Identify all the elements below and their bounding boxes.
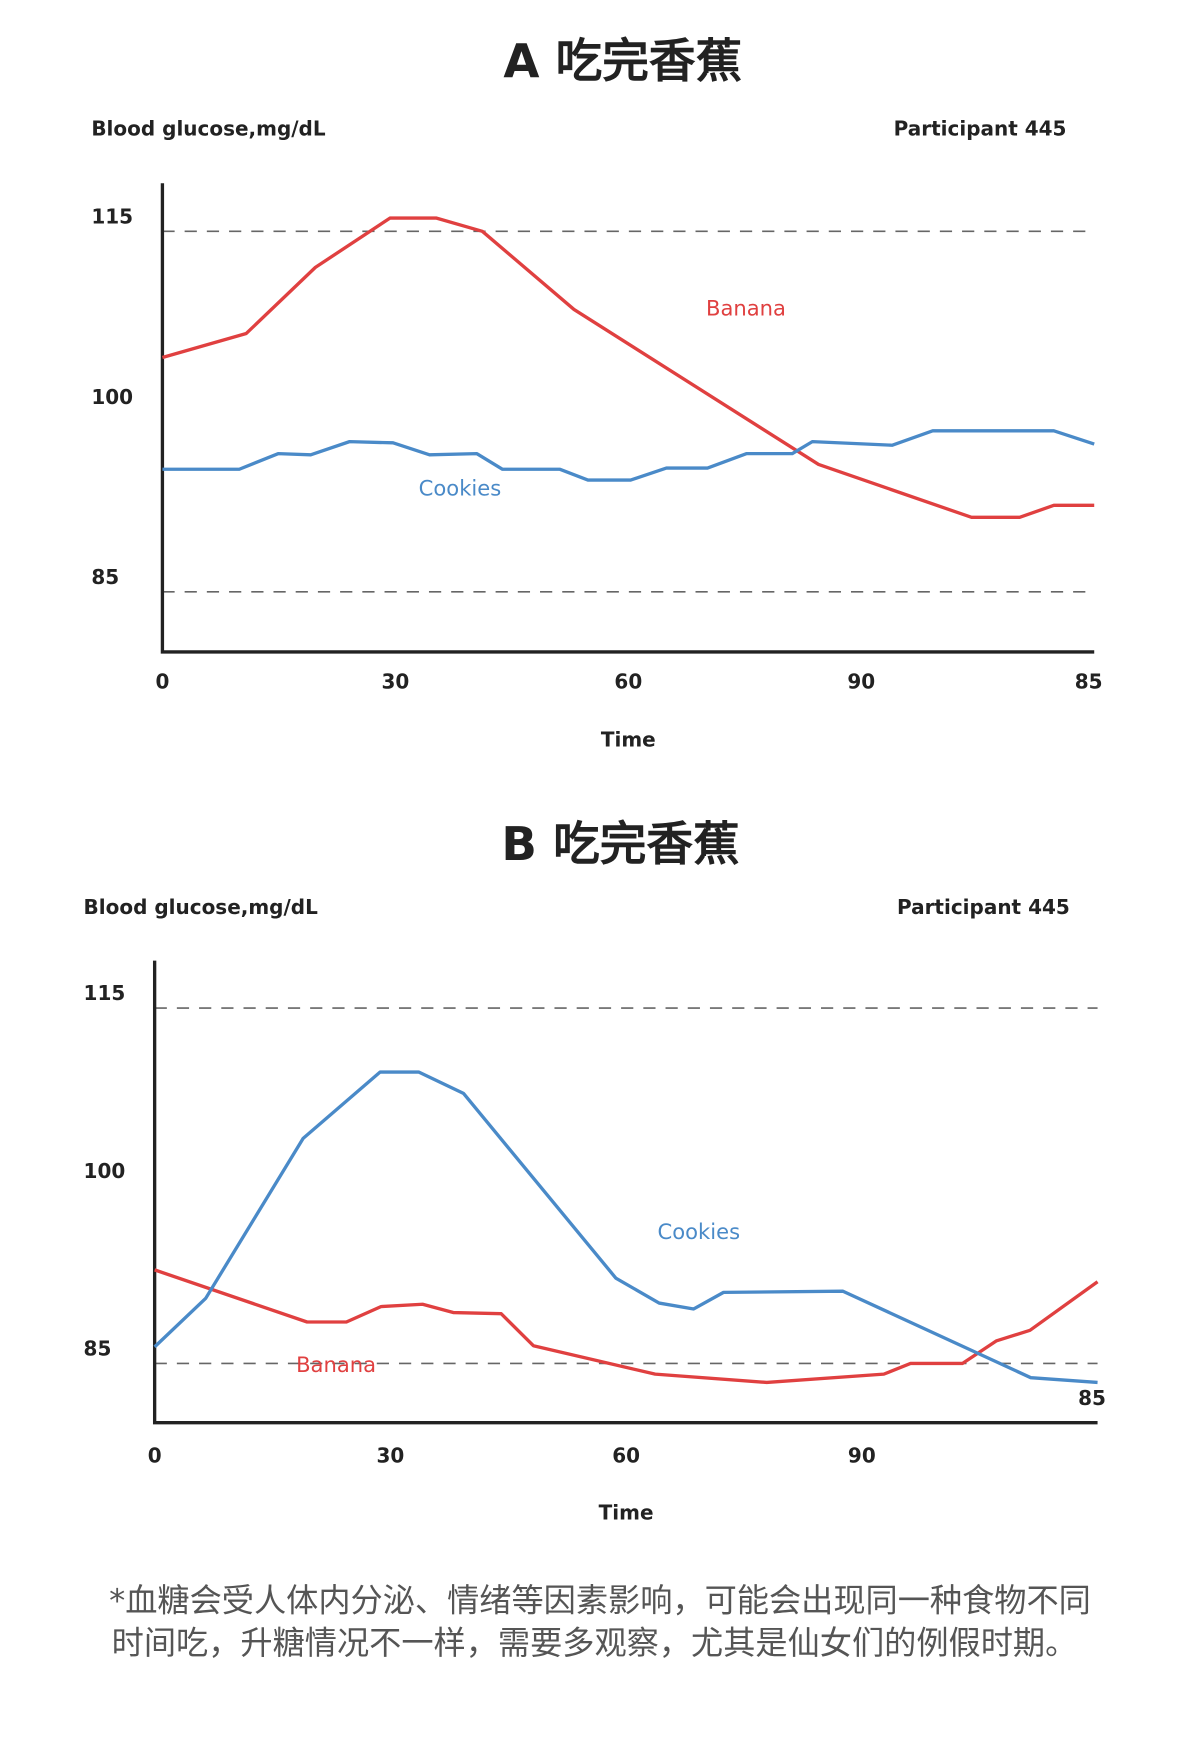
chart-title: A 吃完香蕉 (503, 34, 742, 88)
series-line (161, 216, 1095, 520)
x-tick-label: 90 (847, 670, 875, 694)
chart-title: B 吃完香蕉 (501, 817, 739, 871)
x-tick-label: 85 (1075, 670, 1103, 694)
series-label: Banana (706, 295, 786, 320)
x-axis-label: Time (601, 727, 656, 751)
subtitle: Participant 445 (897, 895, 1070, 919)
y-tick-label: 115 (91, 204, 133, 228)
y-tick-label: 115 (84, 981, 126, 1005)
axis (152, 960, 1098, 1425)
axis (160, 183, 1095, 654)
x-tick-label: 60 (614, 670, 642, 694)
x-tick-label: 0 (148, 1444, 162, 1468)
y-tick-label: 100 (91, 385, 133, 409)
x-tick-label: 30 (381, 670, 409, 694)
y-axis-label: Blood glucose,mg/dL (84, 895, 319, 919)
series-line (162, 429, 1095, 482)
series-label: Cookies (658, 1219, 741, 1244)
x-tick-label: 60 (612, 1444, 640, 1468)
x-axis-label: Time (599, 1500, 654, 1524)
x-tick-label: 90 (848, 1444, 876, 1468)
y-axis-label: Blood glucose,mg/dL (91, 116, 326, 140)
footnote: 时间吃，升糖情况不一样，需要多观察，尤其是仙女们的例假时期。 (112, 1624, 1078, 1662)
y-tick-label: 85 (91, 565, 119, 589)
series-label: Cookies (419, 476, 502, 501)
footnote: *血糖会受人体内分泌、情绪等因素影响，可能会出现同一种食物不同 (109, 1582, 1091, 1620)
x-tick-label: 30 (376, 1444, 404, 1468)
y-tick-label: 85 (84, 1337, 112, 1361)
x-tick-label: 0 (155, 670, 169, 694)
series-label: Banana (296, 1352, 376, 1377)
y-tick-label: 100 (84, 1159, 126, 1183)
series-line (153, 1070, 1098, 1385)
subtitle: Participant 445 (894, 116, 1067, 140)
x-tick-label: 85 (1078, 1386, 1106, 1410)
